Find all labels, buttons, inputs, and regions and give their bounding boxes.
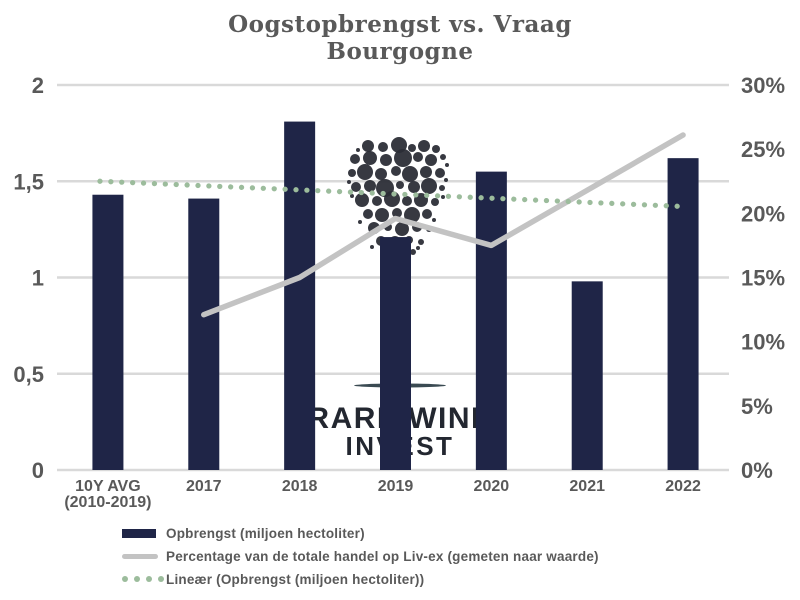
left-axis-tick-0-5: 0,5 (13, 362, 44, 387)
right-axis-tick-5pct: 5% (741, 394, 773, 419)
bar-2021 (571, 281, 603, 470)
x-axis-label-2018: 2018 (282, 478, 318, 495)
bar-swatch-icon (122, 528, 161, 538)
linear-trend-line (97, 178, 681, 209)
right-axis-tick-10pct: 10% (741, 330, 785, 355)
x-axis-label-2017: 2017 (186, 478, 222, 495)
legend: Opbrengst (miljoen hectoliter) Percentag… (122, 523, 599, 589)
left-axis-tick-0: 0 (32, 458, 44, 483)
right-axis-tick-30pct: 30% (741, 73, 785, 98)
legend-label-opbrengst: Opbrengst (miljoen hectoliter) (166, 525, 365, 541)
x-axis-label-2019: 2019 (378, 478, 414, 495)
right-axis-tick-20pct: 20% (741, 201, 785, 226)
chart-title: Oogstopbrengst vs. Vraag Bourgogne (0, 11, 800, 65)
right-axis-tick-25pct: 25% (741, 137, 785, 162)
bar-10y-avg (92, 194, 124, 470)
left-axis-tick-2: 2 (32, 73, 44, 98)
legend-item-lineair-trend: Lineær (Opbrengst (miljoen hectoliter)) (122, 569, 599, 589)
dotted-line-swatch-icon (122, 576, 164, 582)
left-axis-tick-1-5: 1,5 (13, 169, 44, 194)
legend-item-opbrengst: Opbrengst (miljoen hectoliter) (122, 523, 599, 543)
right-axis-tick-15pct: 15% (741, 266, 785, 291)
legend-item-livex-percentage: Percentage van de totale handel op Liv-e… (122, 546, 599, 566)
bar-2018 (284, 121, 316, 470)
bar-2019 (380, 237, 411, 470)
bar-2017 (188, 198, 220, 470)
legend-label-lineair-trend: Lineær (Opbrengst (miljoen hectoliter)) (166, 571, 425, 587)
chart-title-line1: Oogstopbrengst vs. Vraag (228, 11, 572, 38)
bar-2020 (475, 171, 507, 470)
livex-percentage-line (201, 132, 686, 318)
bar-2022 (667, 158, 699, 470)
x-axis-label-2022: 2022 (665, 478, 701, 495)
x-axis-label-2021: 2021 (569, 478, 605, 495)
right-axis-tick-0pct: 0% (741, 458, 773, 483)
x-axis-label-10y-avg: 10Y AVG (2010-2019) (64, 478, 151, 511)
chart-title-line2: Bourgogne (326, 38, 474, 65)
line-swatch-icon (122, 553, 161, 559)
x-axis-label-2020: 2020 (474, 478, 510, 495)
legend-label-livex-percentage: Percentage van de totale handel op Liv-e… (166, 548, 599, 564)
left-axis-tick-1: 1 (32, 266, 44, 291)
